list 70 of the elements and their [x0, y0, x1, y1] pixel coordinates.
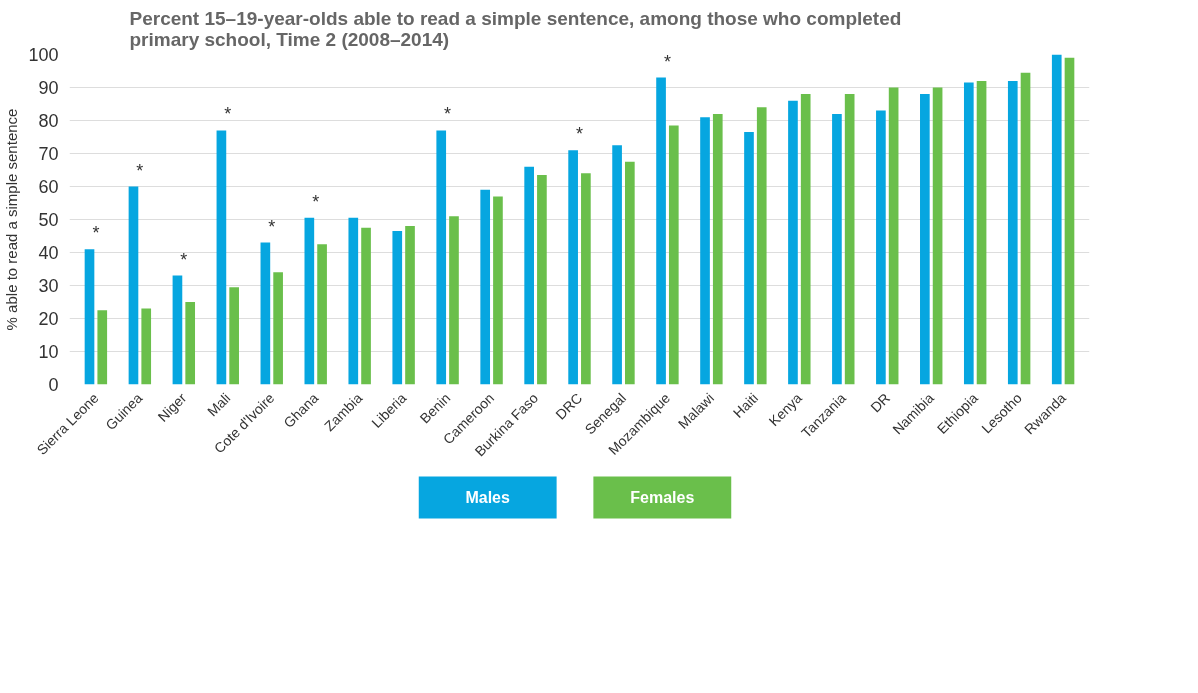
- bar: [524, 166, 534, 385]
- bar: [84, 249, 95, 385]
- annotation: *: [92, 223, 100, 244]
- bar: [581, 173, 591, 385]
- bar: [963, 82, 974, 385]
- bar: [744, 132, 754, 385]
- y-tick-label: 20: [38, 309, 59, 329]
- bar: [1064, 57, 1075, 385]
- bar: [800, 94, 811, 385]
- annotation: *: [444, 104, 452, 125]
- bar: [876, 110, 886, 385]
- y-tick-label: 10: [38, 342, 59, 362]
- bar: [273, 272, 283, 385]
- bar: [260, 242, 271, 385]
- annotation: *: [224, 104, 232, 125]
- bar: [361, 227, 371, 385]
- bar: [976, 80, 987, 385]
- bar: [480, 189, 491, 385]
- annotation: *: [576, 124, 584, 145]
- bar: [436, 130, 447, 385]
- bar: [844, 94, 855, 385]
- bar: [1051, 54, 1062, 385]
- bar: [612, 145, 622, 385]
- annotation: *: [312, 191, 320, 212]
- bar: [348, 217, 359, 385]
- y-tick-label: 50: [38, 210, 59, 230]
- y-tick-label: 40: [38, 243, 59, 263]
- y-tick-label: 0: [48, 375, 59, 395]
- bar: [625, 161, 635, 385]
- bar: [449, 216, 459, 385]
- y-tick-label: 70: [38, 144, 59, 164]
- y-tick-label: 80: [38, 111, 59, 131]
- bar: [756, 107, 767, 385]
- bar: [668, 125, 679, 385]
- bar: [712, 113, 723, 385]
- y-tick-label: 90: [38, 78, 59, 98]
- y-tick-label: 30: [38, 276, 59, 296]
- bar: [141, 308, 152, 385]
- text: Females: [630, 489, 695, 506]
- bar: [185, 302, 196, 385]
- bar: [405, 226, 415, 385]
- bar: [700, 117, 710, 385]
- annotation: *: [180, 249, 188, 270]
- bar: [392, 231, 403, 385]
- text: Males: [465, 489, 511, 506]
- bar: [128, 186, 139, 385]
- bar: [788, 100, 798, 385]
- bar: [568, 150, 578, 385]
- bar: [97, 310, 108, 385]
- bar: [317, 244, 327, 385]
- bar: [656, 77, 666, 385]
- y-axis-title: % able to read a simple sentence: [3, 108, 21, 331]
- bar: [932, 87, 943, 385]
- annotation: *: [268, 216, 276, 237]
- bar: [229, 287, 239, 385]
- annotation: *: [663, 51, 671, 72]
- y-tick-label: 60: [38, 177, 59, 197]
- bar: [172, 275, 183, 385]
- y-tick-label: 100: [28, 45, 59, 65]
- annotation: *: [136, 160, 144, 181]
- bar: [1020, 72, 1031, 385]
- bar: [216, 130, 227, 385]
- bar: [304, 217, 315, 385]
- bar: [493, 196, 503, 385]
- chart-title: Percent 15–19-year-olds able to read a simple sentence, among those who completed primary school, Time 2 (2008–2014): [129, 7, 902, 50]
- bar: [920, 94, 930, 385]
- bar: [537, 174, 547, 385]
- x-tick-label: DR: [867, 389, 893, 416]
- bar: [832, 113, 842, 385]
- bar: [888, 87, 899, 385]
